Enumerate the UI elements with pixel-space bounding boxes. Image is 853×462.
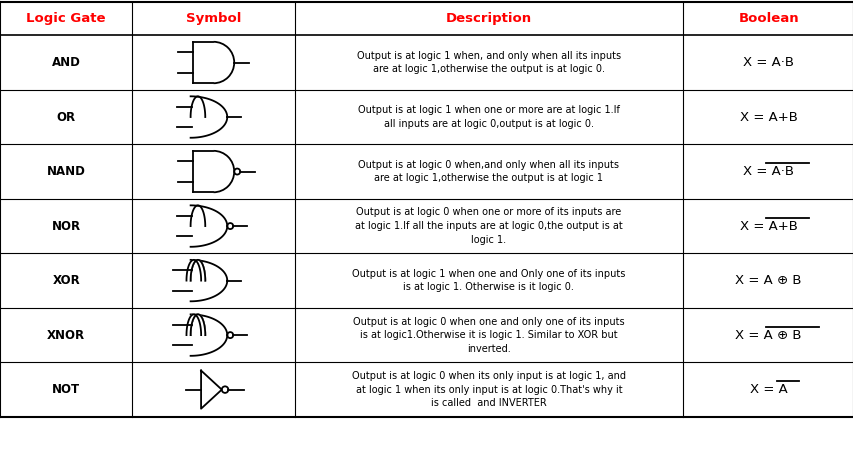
- Text: Output is at logic 0 when one or more of its inputs are
at logic 1.If all the in: Output is at logic 0 when one or more of…: [355, 207, 622, 245]
- Text: Output is at logic 1 when, and only when all its inputs
are at logic 1,otherwise: Output is at logic 1 when, and only when…: [357, 51, 620, 74]
- Text: X = A ⊕ B: X = A ⊕ B: [734, 274, 801, 287]
- Text: Logic Gate: Logic Gate: [26, 12, 106, 25]
- Text: AND: AND: [52, 56, 80, 69]
- Text: NOT: NOT: [52, 383, 80, 396]
- Text: Output is at logic 1 when one and Only one of its inputs
is at logic 1. Otherwis: Output is at logic 1 when one and Only o…: [351, 269, 625, 292]
- Text: X = A+B: X = A+B: [739, 219, 797, 232]
- Polygon shape: [190, 314, 227, 356]
- Text: X = A·B: X = A·B: [742, 165, 793, 178]
- Text: NOR: NOR: [51, 219, 81, 232]
- Text: X = A ⊕ B: X = A ⊕ B: [734, 328, 801, 341]
- Polygon shape: [186, 260, 205, 280]
- Text: Output is at logic 0 when one and only one of its inputs
is at logic1.Otherwise : Output is at logic 0 when one and only o…: [352, 316, 624, 354]
- Text: Symbol: Symbol: [186, 12, 241, 25]
- Text: X = A·B: X = A·B: [742, 56, 793, 69]
- Polygon shape: [190, 260, 227, 301]
- Text: Output is at logic 0 when its only input is at logic 1, and
at logic 1 when its : Output is at logic 0 when its only input…: [351, 371, 625, 408]
- Bar: [193, 42, 213, 83]
- Polygon shape: [190, 205, 227, 247]
- Text: Output is at logic 0 when,and only when all its inputs
are at logic 1,otherwise : Output is at logic 0 when,and only when …: [358, 160, 618, 183]
- Polygon shape: [186, 314, 205, 335]
- Text: Boolean: Boolean: [738, 12, 798, 25]
- Text: XOR: XOR: [52, 274, 80, 287]
- Text: OR: OR: [56, 110, 76, 123]
- Text: Description: Description: [445, 12, 531, 25]
- Text: X = A: X = A: [749, 383, 786, 396]
- Bar: [193, 151, 213, 192]
- Text: X = A+B: X = A+B: [739, 110, 797, 123]
- Text: XNOR: XNOR: [47, 328, 85, 341]
- Polygon shape: [190, 96, 227, 138]
- Text: Output is at logic 1 when one or more are at logic 1.If
all inputs are at logic : Output is at logic 1 when one or more ar…: [357, 105, 619, 129]
- Polygon shape: [200, 371, 222, 409]
- Text: NAND: NAND: [47, 165, 85, 178]
